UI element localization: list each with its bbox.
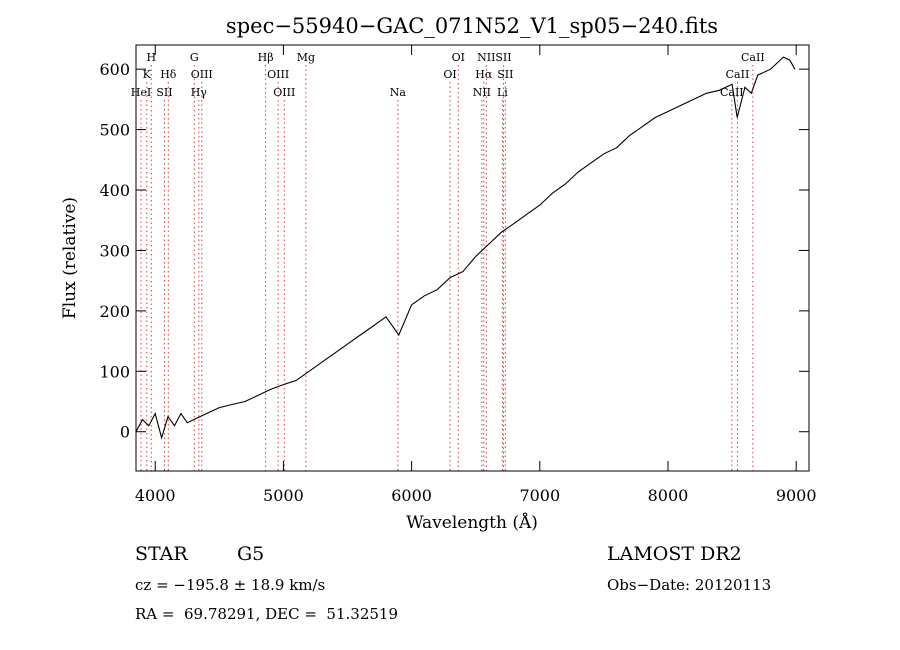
x-tick-label: 5000 [263, 486, 304, 505]
y-tick-label: 200 [99, 302, 130, 321]
y-tick-label: 600 [99, 60, 130, 79]
spectral-line-markers [140, 65, 754, 471]
subclass: G5 [237, 543, 265, 565]
spectral-line-label: Hγ [191, 86, 208, 99]
survey-name: LAMOST DR2 [607, 543, 742, 565]
spectral-line-labels: HK Hδ HeI SII G OIII Hγ Hβ OIII OIII Mg Na OI OI NII NI… [131, 51, 765, 99]
coordinates: RA = 69.78291, DEC = 51.32519 [135, 605, 399, 623]
spectral-line-label: NII [477, 51, 495, 64]
y-tick-label: 500 [99, 121, 130, 140]
x-tick-label: 8000 [648, 486, 689, 505]
spectral-line-label: K [143, 68, 152, 81]
spectral-line-label: OIII [273, 86, 295, 99]
y-axis-label: Flux (relative) [60, 197, 80, 319]
spectral-line-label: CaII [720, 86, 744, 99]
spectral-line-label: HeI [131, 86, 151, 99]
y-tick-label: 0 [120, 423, 130, 442]
chart-title: spec−55940−GAC_071N52_V1_sp05−240.fits [226, 14, 718, 38]
spectral-line-label: OI [443, 68, 456, 81]
spectral-line-label: Mg [297, 51, 315, 64]
x-tick-label: 7000 [519, 486, 560, 505]
object-type: STAR [135, 543, 188, 565]
obs-date: Obs−Date: 20120113 [607, 576, 772, 594]
y-tick-label: 400 [99, 181, 130, 200]
plot-frame [135, 44, 810, 472]
x-tick-label: 6000 [391, 486, 432, 505]
spectral-line-label: SII [497, 68, 513, 81]
y-tick-label: 100 [99, 362, 130, 381]
x-tick-label: 9000 [776, 486, 817, 505]
spectral-line-label: H [146, 51, 156, 64]
spectral-line-label: OIII [267, 68, 289, 81]
spectral-line-label: SII [156, 86, 172, 99]
spectral-line-label: Na [390, 86, 407, 99]
y-tick-label: 300 [99, 241, 130, 260]
x-tick-label: 4000 [135, 486, 176, 505]
spectral-line-label: Hα [475, 68, 493, 81]
spectral-line-label: Hδ [160, 68, 177, 81]
x-axis: 4000 5000 6000 7000 8000 9000 [135, 45, 817, 505]
spectrum-series-line [135, 56, 796, 440]
cz-value: cz = −195.8 ± 18.9 km/s [135, 576, 326, 594]
spectral-line-label: CaII [726, 68, 750, 81]
spectral-line-label: G [190, 51, 199, 64]
spectral-line-label: NII [473, 86, 491, 99]
spectral-line-label: OI [452, 51, 465, 64]
spectral-line-label: SII [495, 51, 511, 64]
x-axis-label: Wavelength (Å) [406, 512, 538, 533]
spectral-line-label: Hβ [258, 51, 274, 64]
spectral-line-label: OIII [191, 68, 213, 81]
spectral-line-label: Li [497, 86, 508, 99]
spectral-line-label: CaII [741, 51, 765, 64]
y-axis: 0 100 200 300 400 500 600 [99, 60, 809, 442]
